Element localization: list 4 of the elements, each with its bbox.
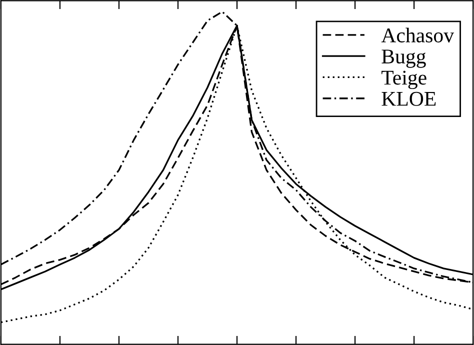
legend-label: Teige (382, 70, 426, 90)
legend-label: Achasov (381, 28, 454, 42)
legend-label: Bugg (382, 50, 426, 68)
legend-label: KLOE (382, 92, 436, 106)
